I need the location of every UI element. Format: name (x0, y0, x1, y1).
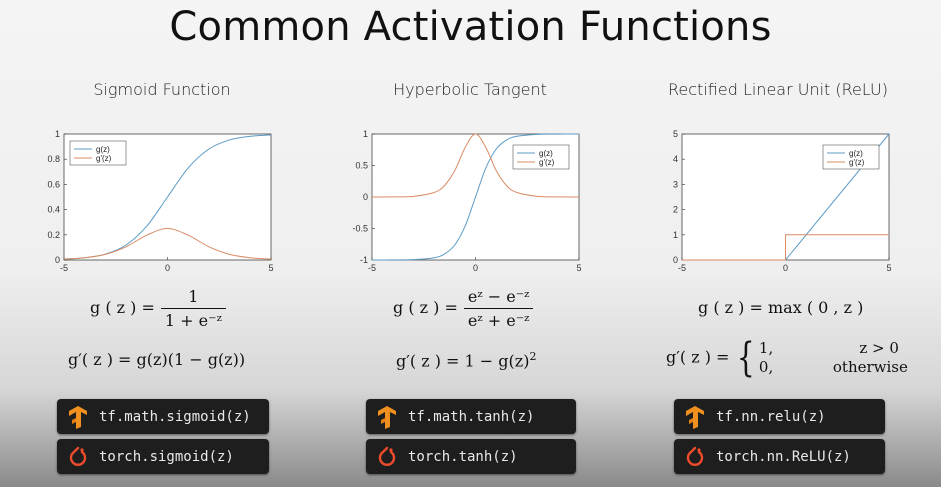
sigmoid-fraction-numerator: 1 (160, 287, 226, 309)
relu-panel-title: Rectified Linear Unit (ReLU) (668, 80, 888, 99)
code-text: tf.math.tanh(z) (408, 408, 535, 425)
relu-case-otherwise: 0, otherwise (758, 358, 908, 377)
code-text: tf.math.sigmoid(z) (99, 408, 251, 425)
y-tick-label: 1 (55, 129, 60, 139)
left-brace-icon: { (737, 335, 756, 381)
y-tick-label: 2 (673, 205, 678, 215)
y-tick-label: 4 (673, 154, 678, 164)
sigmoid-torch-code[interactable]: torch.sigmoid(z) (57, 439, 269, 474)
legend-box (512, 144, 570, 170)
tensorflow-logo-icon (69, 405, 87, 429)
tanh-fraction: eᶻ − e⁻ᶻ eᶻ + e⁻ᶻ (463, 287, 534, 330)
relu-derivative-formula: g′( z ) = {1, z > 0 0, otherwise (666, 335, 908, 381)
x-tick-label: 5 (576, 263, 581, 273)
relu-case-condition: otherwise (832, 358, 908, 376)
sigmoid-chart: -5 0 500.20.40.60.81g(z)g'(z) (47, 129, 273, 273)
y-tick-label: 0.5 (355, 161, 368, 171)
legend-box (69, 140, 127, 166)
y-tick-label: 0.2 (47, 230, 60, 240)
legend-label: g(z) (96, 145, 110, 154)
series-line-g (371, 133, 580, 261)
tanh-tf-code[interactable]: tf.math.tanh(z) (366, 399, 576, 434)
relu-case-rows: 1, z > 0 0, otherwise (758, 339, 908, 377)
y-tick-label: 0 (55, 255, 60, 265)
tensorflow-logo-icon (686, 405, 704, 429)
x-tick-label: 0 (165, 263, 170, 273)
tanh-formula-lhs: g ( z ) = (393, 298, 458, 317)
tanh-derivative-formula: g′( z ) = 1 − g(z)2 (396, 350, 536, 370)
x-tick-label: 0 (783, 263, 788, 273)
sigmoid-fraction-denominator: 1 + e⁻ᶻ (164, 311, 222, 330)
tanh-chart: -5 0 5 -1 -0.5 0 0.5 1 g(z)g'(z) (352, 129, 581, 273)
y-tick-label: 0.8 (47, 154, 60, 164)
y-tick-label: 0 (673, 255, 678, 265)
x-tick-label: -5 (60, 263, 68, 273)
x-tick-label: -5 (368, 263, 376, 273)
code-text: torch.tanh(z) (408, 448, 518, 465)
relu-formula: g ( z ) = max ( 0 , z ) (698, 298, 864, 317)
legend-label: g(z) (849, 149, 863, 158)
tanh-fraction-denominator: eᶻ + e⁻ᶻ (467, 311, 530, 330)
relu-tf-code[interactable]: tf.nn.relu(z) (674, 399, 885, 434)
relu-torch-code[interactable]: torch.nn.ReLU(z) (674, 439, 885, 474)
y-tick-label: 0 (363, 192, 368, 202)
sigmoid-derivative-formula: g′( z ) = g(z)(1 − g(z)) (68, 350, 246, 369)
page-title: Common Activation Functions (169, 4, 772, 50)
sigmoid-panel-title: Sigmoid Function (93, 80, 231, 99)
chart-legend: g(z)g'(z) (512, 144, 570, 170)
relu-derivative-lhs: g′( z ) = (666, 347, 730, 367)
legend-label: g'(z) (849, 158, 865, 167)
legend-box (822, 144, 880, 170)
y-tick-label: 0.4 (47, 205, 60, 215)
legend-label: g'(z) (96, 154, 112, 163)
legend-label: g(z) (539, 149, 553, 158)
sigmoid-formula-lhs: g ( z ) = (90, 298, 155, 317)
relu-cases: {1, z > 0 0, otherwise (733, 335, 908, 381)
pytorch-logo-icon (378, 446, 396, 466)
y-tick-label: 0.6 (47, 179, 60, 189)
code-text: tf.nn.relu(z) (716, 408, 826, 425)
tanh-derivative-text: g′( z ) = 1 − g(z) (396, 351, 530, 371)
x-tick-label: 0 (473, 263, 478, 273)
y-tick-label: -1 (360, 255, 368, 265)
y-tick-label: 1 (673, 230, 678, 240)
tensorflow-logo-icon (378, 405, 396, 429)
sigmoid-tf-code[interactable]: tf.math.sigmoid(z) (57, 399, 269, 434)
pytorch-logo-icon (69, 446, 87, 466)
tanh-fraction-numerator: eᶻ − e⁻ᶻ (463, 287, 534, 309)
legend-label: g'(z) (539, 158, 555, 167)
sigmoid-fraction: 1 1 + e⁻ᶻ (160, 287, 226, 330)
code-text: torch.sigmoid(z) (99, 448, 234, 465)
chart-legend: g(z)g'(z) (822, 144, 880, 170)
chart-legend: g(z)g'(z) (69, 140, 127, 166)
tanh-panel-title: Hyperbolic Tangent (393, 80, 547, 99)
relu-case-positive: 1, z > 0 (759, 339, 899, 358)
y-tick-label: 5 (673, 129, 678, 139)
x-tick-label: -5 (678, 263, 686, 273)
x-tick-label: 5 (886, 263, 891, 273)
relu-case-value: 1, (758, 339, 774, 357)
tanh-formula: g ( z ) = eᶻ − e⁻ᶻ eᶻ + e⁻ᶻ (393, 287, 534, 330)
y-tick-label: 1 (363, 129, 368, 139)
code-text: torch.nn.ReLU(z) (716, 448, 851, 465)
x-tick-label: 5 (268, 263, 273, 273)
series-line-g-prime (682, 234, 889, 261)
relu-case-condition: z > 0 (859, 339, 899, 357)
series-line-g-prime (63, 227, 272, 260)
y-tick-label: -0.5 (352, 224, 368, 234)
series-line-g-prime (371, 133, 580, 198)
relu-case-value: 0, (758, 358, 774, 376)
sigmoid-formula: g ( z ) = 1 1 + e⁻ᶻ (90, 287, 226, 330)
tanh-derivative-exponent: 2 (529, 350, 537, 363)
pytorch-logo-icon (686, 446, 704, 466)
tanh-torch-code[interactable]: torch.tanh(z) (366, 439, 576, 474)
y-tick-label: 3 (673, 179, 678, 189)
